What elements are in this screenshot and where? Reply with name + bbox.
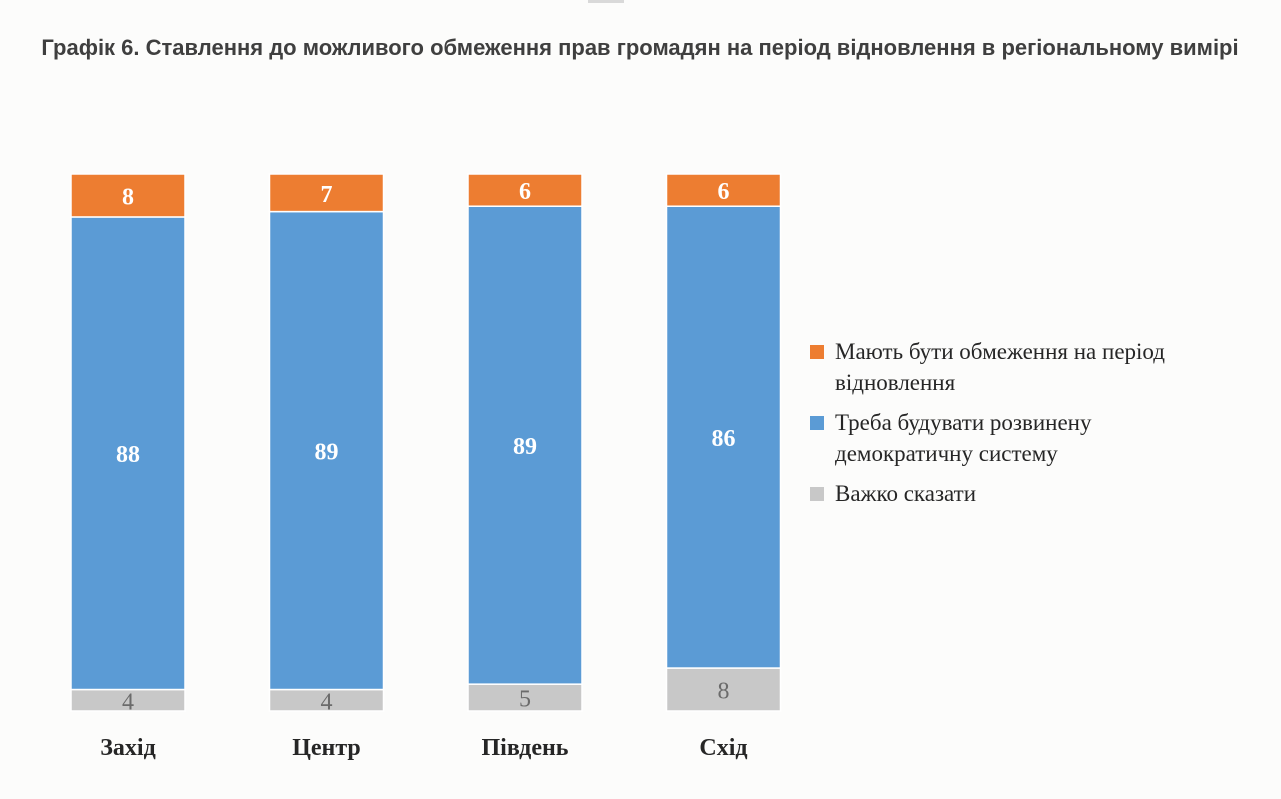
data-label-0-1: 88 bbox=[116, 442, 140, 468]
data-label-1-0: 4 bbox=[321, 689, 333, 715]
bar-segment-3-1 bbox=[665, 205, 782, 669]
legend-swatch-restrictions bbox=[810, 345, 824, 359]
bar-segment-0-1 bbox=[70, 216, 186, 691]
bar-segment-1-2 bbox=[268, 173, 385, 213]
data-label-2-2: 6 bbox=[519, 179, 531, 205]
legend-label-restrictions: Мають бути обмеження на період відновлен… bbox=[835, 339, 1165, 395]
data-label-2-1: 89 bbox=[513, 434, 537, 460]
legend-label-hard-to-say: Важко сказати bbox=[835, 481, 976, 506]
data-label-1-1: 89 bbox=[315, 440, 339, 466]
category-label-1: Центр bbox=[292, 735, 361, 761]
data-label-0-0: 4 bbox=[122, 689, 134, 715]
bar-segment-3-0 bbox=[665, 667, 782, 712]
legend-item-hard-to-say: Важко сказати bbox=[810, 478, 1230, 509]
bar-segment-2-2 bbox=[467, 173, 583, 207]
legend-label-democracy: Треба будувати розвинену демократичну си… bbox=[835, 410, 1092, 466]
legend-item-restrictions: Мають бути обмеження на період відновлен… bbox=[810, 336, 1230, 398]
legend-item-democracy: Треба будувати розвинену демократичну си… bbox=[810, 407, 1230, 469]
data-label-3-0: 8 bbox=[718, 679, 730, 705]
legend-swatch-democracy bbox=[810, 416, 824, 430]
data-label-2-0: 5 bbox=[519, 687, 531, 713]
bar-segment-3-2 bbox=[665, 173, 782, 207]
data-label-0-2: 8 bbox=[122, 184, 134, 210]
chart-legend: Мають бути обмеження на період відновлен… bbox=[810, 336, 1230, 518]
legend-swatch-hard-to-say bbox=[810, 487, 824, 501]
category-label-2: Південь bbox=[481, 735, 568, 761]
category-label-3: Схід bbox=[699, 735, 747, 761]
bar-segment-0-2 bbox=[70, 173, 186, 218]
category-label-0: Захід bbox=[100, 735, 155, 761]
chart-title: Графік 6. Ставлення до можливого обмежен… bbox=[41, 35, 1239, 60]
data-label-3-1: 86 bbox=[712, 426, 736, 452]
bar-segment-1-1 bbox=[268, 210, 385, 691]
data-label-1-2: 7 bbox=[321, 182, 333, 208]
data-label-3-2: 6 bbox=[718, 179, 730, 205]
bar-segment-2-1 bbox=[467, 205, 583, 685]
bar-segment-2-0 bbox=[467, 683, 583, 712]
top-scroll-mark bbox=[588, 0, 624, 3]
